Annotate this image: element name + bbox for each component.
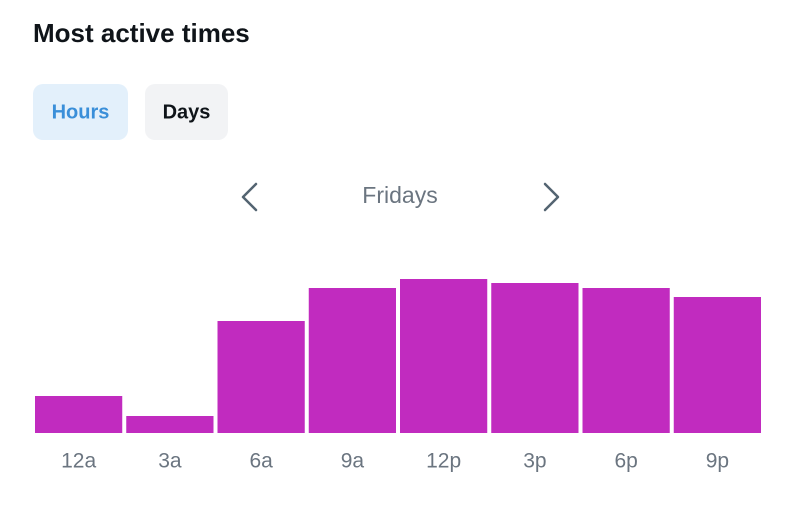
tab-hours[interactable] xyxy=(33,84,128,140)
bar xyxy=(35,396,123,433)
bar xyxy=(673,297,761,433)
period-label: Fridays xyxy=(362,182,437,208)
bar xyxy=(491,283,579,433)
x-tick-label: 9a xyxy=(341,450,365,473)
tab-label[interactable]: Days xyxy=(163,101,211,123)
tab-days[interactable] xyxy=(145,84,228,140)
x-tick-label: 3p xyxy=(523,450,546,473)
tab-label[interactable]: Hours xyxy=(52,101,110,123)
x-tick-label: 9p xyxy=(706,450,729,473)
x-tick-label: 6a xyxy=(249,450,273,473)
x-tick-label: 12a xyxy=(61,450,96,473)
x-tick-label: 6p xyxy=(614,450,637,473)
prev-button[interactable] xyxy=(241,182,258,212)
section-title: Most active times xyxy=(33,18,250,48)
chart: 12a 3a 6a 9a 12p 3p 6p 9p xyxy=(35,279,761,473)
bar xyxy=(400,279,488,433)
next-button[interactable] xyxy=(543,182,560,212)
bar xyxy=(308,288,396,433)
bar xyxy=(582,288,670,433)
bar xyxy=(217,321,305,433)
bar xyxy=(126,416,214,433)
x-tick-label: 12p xyxy=(426,450,461,473)
x-tick-label: 3a xyxy=(158,450,182,473)
